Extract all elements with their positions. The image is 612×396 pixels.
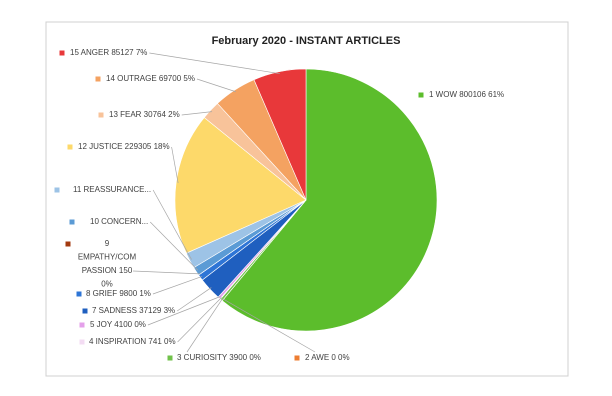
pie-slice (221, 68, 438, 332)
data-label: 8 GRIEF 9800 1% (86, 289, 151, 298)
legend-marker (95, 76, 101, 82)
data-label: 15 ANGER 85127 7% (70, 48, 147, 57)
data-label: 2 AWE 0 0% (305, 353, 350, 362)
data-label: 9 EMPATHY/COM PASSION 150 0% (78, 239, 137, 289)
leader-line (147, 296, 221, 326)
leader-line (186, 298, 223, 353)
leader-line (149, 52, 280, 75)
data-label: 5 JOY 4100 0% (90, 320, 146, 329)
legend-marker (167, 355, 173, 361)
legend-marker (294, 355, 300, 361)
leader-line (177, 297, 222, 343)
legend-marker (54, 187, 60, 193)
legend-marker (82, 308, 88, 314)
leader-line (176, 287, 212, 312)
legend-marker (59, 50, 65, 56)
leader-line (152, 189, 192, 260)
legend-marker (418, 92, 424, 98)
legend-marker (65, 241, 71, 247)
data-label: 7 SADNESS 37129 3% (92, 306, 175, 315)
legend-marker (76, 291, 82, 297)
data-label: 1 WOW 800106 61% (429, 90, 504, 99)
data-label: 3 CURIOSITY 3900 0% (177, 353, 261, 362)
leader-line (132, 270, 201, 275)
chart-title: February 2020 - INSTANT ARTICLES (212, 35, 401, 47)
data-label: 11 REASSURANCE... (73, 185, 151, 194)
legend-marker (98, 112, 104, 118)
leader-line (223, 298, 316, 353)
data-label: 14 OUTRAGE 69700 5% (106, 74, 195, 83)
pie-slice (253, 68, 307, 201)
legend-marker (69, 219, 75, 225)
legend-marker (79, 322, 85, 328)
leader-line (149, 221, 199, 271)
data-label: 4 INSPIRATION 741 0% (89, 337, 176, 346)
data-label: 12 JUSTICE 229305 18% (78, 142, 170, 151)
data-label: 13 FEAR 30764 2% (109, 110, 180, 119)
legend-marker (67, 144, 73, 150)
data-label: 10 CONCERN... (90, 217, 148, 226)
leader-line (152, 276, 203, 295)
leader-line (181, 111, 213, 116)
leader-line (196, 78, 236, 93)
leader-line (171, 146, 179, 184)
legend-marker (79, 339, 85, 345)
